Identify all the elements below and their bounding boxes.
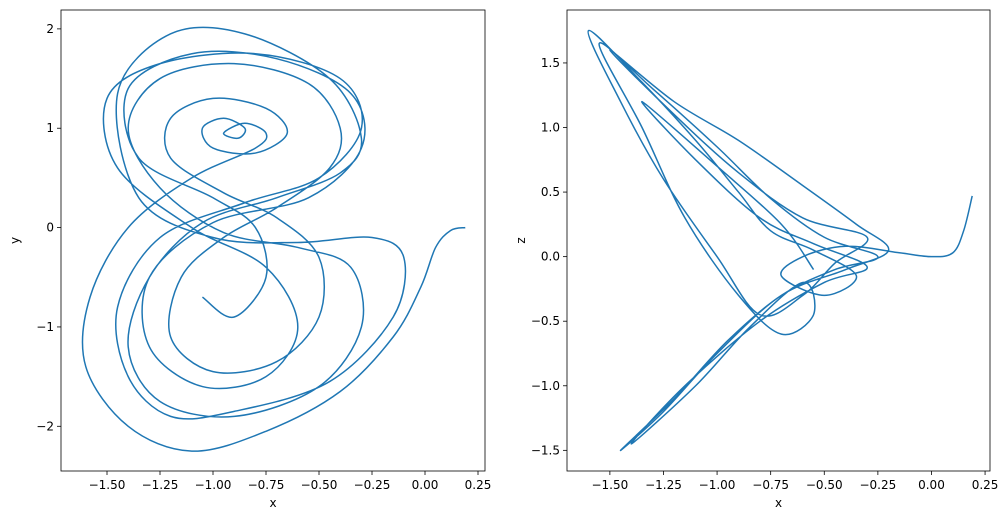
y-tick-label: −1 bbox=[36, 320, 54, 334]
x-tick-label: −0.75 bbox=[752, 478, 789, 492]
y-tick-label: 1 bbox=[46, 121, 54, 135]
x-tick-label: −0.25 bbox=[354, 478, 391, 492]
y-tick-label: 0.5 bbox=[541, 185, 560, 199]
y-tick-label: 1.0 bbox=[541, 121, 560, 135]
axes-frame bbox=[566, 9, 991, 472]
x-tick-label: −0.75 bbox=[248, 478, 285, 492]
y-tick-label: 0 bbox=[46, 221, 54, 235]
data-line bbox=[587, 29, 973, 452]
y-tick-label: 2 bbox=[46, 22, 54, 36]
x-tick-label: −1.25 bbox=[645, 478, 682, 492]
axes-frame bbox=[60, 9, 486, 472]
x-tick-label: −1.25 bbox=[142, 478, 179, 492]
x-tick-label: −1.00 bbox=[699, 478, 736, 492]
x-axis-label: x bbox=[775, 496, 782, 510]
y-tick-label: −1.5 bbox=[531, 443, 560, 457]
y-axis-label: z bbox=[514, 237, 528, 243]
y-tick-label: −2 bbox=[36, 419, 54, 433]
x-tick-label: −0.50 bbox=[806, 478, 843, 492]
y-tick-label: −0.5 bbox=[531, 314, 560, 328]
data-line bbox=[81, 26, 466, 452]
y-axis-label: y bbox=[8, 237, 22, 244]
x-tick-label: −1.00 bbox=[195, 478, 232, 492]
x-axis-label: x bbox=[269, 496, 276, 510]
x-tick-label: 0.25 bbox=[972, 478, 999, 492]
x-tick-label: −1.50 bbox=[591, 478, 628, 492]
x-tick-label: 0.00 bbox=[412, 478, 439, 492]
x-tick-label: −0.50 bbox=[301, 478, 338, 492]
x-tick-label: 0.25 bbox=[465, 478, 492, 492]
y-tick-label: 0.0 bbox=[541, 250, 560, 264]
x-tick-label: −0.25 bbox=[859, 478, 896, 492]
x-tick-label: 0.00 bbox=[918, 478, 945, 492]
y-tick-label: −1.0 bbox=[531, 379, 560, 393]
x-tick-label: −1.50 bbox=[89, 478, 126, 492]
y-tick-label: 1.5 bbox=[541, 56, 560, 70]
